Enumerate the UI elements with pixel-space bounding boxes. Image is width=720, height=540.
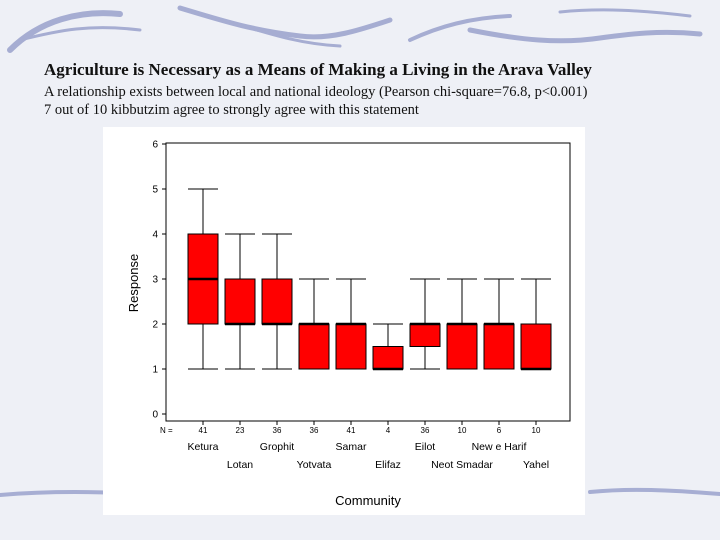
box-body	[372, 346, 404, 370]
y-tick-label: 2	[152, 320, 158, 331]
box-samar	[335, 278, 367, 425]
box-body	[261, 278, 293, 325]
box-body	[224, 278, 256, 325]
category-label: Neot Smadar	[431, 459, 493, 471]
x-axis-title: Community	[335, 493, 401, 508]
category-label: Grophit	[260, 441, 295, 453]
category-label: Samar	[336, 441, 367, 453]
box-grophit	[261, 233, 293, 425]
subtitle-summary: 7 out of 10 kibbutzim agree to strongly …	[44, 102, 419, 118]
category-label: Ketura	[188, 441, 219, 453]
n-value: 36	[273, 426, 282, 435]
box-ketura	[187, 188, 219, 425]
box-body	[409, 323, 441, 347]
box-body	[446, 323, 478, 370]
box-body	[483, 323, 515, 370]
box-yahel	[520, 278, 552, 425]
n-value: 41	[347, 426, 356, 435]
category-label: Elifaz	[375, 459, 401, 471]
y-tick-label: 3	[152, 275, 158, 286]
category-label: Lotan	[227, 459, 253, 471]
box-lotan	[224, 233, 256, 425]
n-value: 41	[199, 426, 208, 435]
y-tick-label: 6	[152, 140, 158, 151]
box-body	[298, 323, 330, 370]
n-value: 10	[532, 426, 541, 435]
n-value: 6	[497, 426, 502, 435]
y-tick-label: 1	[152, 365, 158, 376]
slide-title: Agriculture is Necessary as a Means of M…	[44, 60, 592, 79]
n-value: 36	[421, 426, 430, 435]
box-eilot	[409, 278, 441, 425]
category-label: Yahel	[523, 459, 549, 471]
n-value: 10	[458, 426, 467, 435]
y-tick-label: 5	[152, 185, 158, 196]
category-label: New e Harif	[472, 441, 527, 453]
category-label: Eilot	[415, 441, 436, 453]
box-neot-smadar	[446, 278, 478, 425]
category-label: Yotvata	[297, 459, 332, 471]
box-elifaz	[372, 323, 404, 425]
box-body	[520, 323, 552, 370]
y-tick-label: 4	[152, 230, 158, 241]
box-body	[335, 323, 367, 370]
n-label: N =	[160, 426, 173, 435]
n-value: 23	[236, 426, 245, 435]
y-axis-title: Response	[126, 254, 141, 313]
box-new-e-harif	[483, 278, 515, 425]
plot-frame	[165, 142, 571, 422]
n-value: 36	[310, 426, 319, 435]
subtitle-statistic: A relationship exists between local and …	[44, 84, 588, 100]
y-tick-label: 0	[152, 410, 158, 421]
n-value: 4	[386, 426, 391, 435]
box-yotvata	[298, 278, 330, 425]
